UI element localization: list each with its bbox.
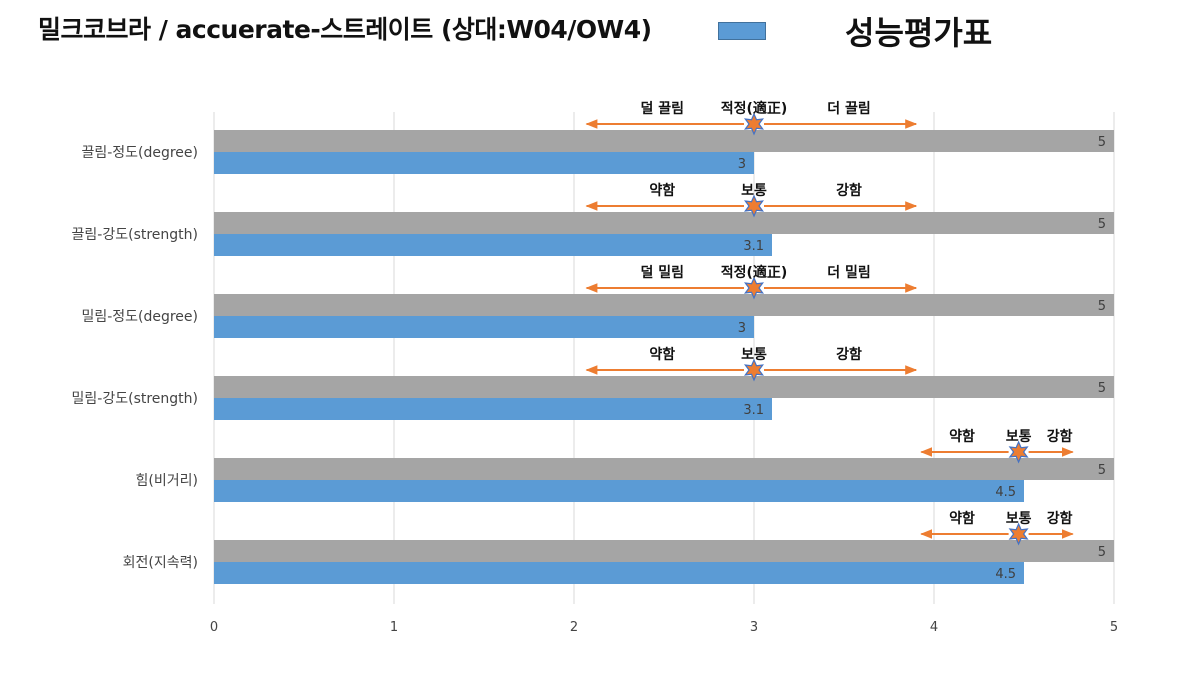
annotation-left-label: 덜 끌림 xyxy=(641,101,685,117)
x-tick-label: 2 xyxy=(570,620,578,635)
annotation-left-label: 약함 xyxy=(949,510,975,527)
annotation-right-label: 강함 xyxy=(836,182,862,199)
annotation-left-label: 덜 밀림 xyxy=(641,265,685,281)
bar-max-value: 5 xyxy=(1098,217,1106,232)
annotation-center-label: 적정(適正) xyxy=(721,264,788,281)
annotation-right-label: 강함 xyxy=(1047,428,1073,445)
annotation-right-label: 더 밀림 xyxy=(827,265,871,281)
legend-swatch xyxy=(718,22,766,40)
bar-score xyxy=(214,398,772,420)
bar-max-value: 5 xyxy=(1098,463,1106,478)
bar-max xyxy=(214,212,1114,234)
bar-score xyxy=(214,234,772,256)
chart-title: 밀크코브라 / accuerate-스트레이트 (상대:W04/OW4) xyxy=(38,15,652,44)
annotation-left-label: 약함 xyxy=(949,428,975,445)
star-marker xyxy=(1008,440,1029,464)
star-marker xyxy=(743,194,765,218)
star-marker xyxy=(743,112,765,136)
annotation-left-label: 약함 xyxy=(649,182,675,199)
category-label: 회전(지속력) xyxy=(123,555,198,571)
bar-max xyxy=(214,376,1114,398)
bar-max-value: 5 xyxy=(1098,135,1106,150)
bar-score-value: 4.5 xyxy=(995,485,1016,500)
bar-max xyxy=(214,130,1114,152)
x-tick-label: 0 xyxy=(210,620,218,635)
bar-score-value: 3.1 xyxy=(743,239,764,254)
annotation-center-label: 보통 xyxy=(1006,511,1032,527)
bar-max-value: 5 xyxy=(1098,545,1106,560)
x-tick-label: 1 xyxy=(390,620,398,635)
star-marker xyxy=(743,276,765,300)
annotation-right-label: 더 끌림 xyxy=(827,101,871,117)
bar-score xyxy=(214,562,1024,584)
annotation-center-label: 적정(適正) xyxy=(721,100,788,117)
bar-score xyxy=(214,480,1024,502)
x-tick-label: 3 xyxy=(750,620,758,635)
bar-score-value: 4.5 xyxy=(995,567,1016,582)
category-label: 밀림-강도(strength) xyxy=(72,391,198,407)
category-label: 끌림-강도(strength) xyxy=(72,227,198,243)
x-tick-label: 4 xyxy=(930,620,938,635)
bar-score xyxy=(214,316,754,338)
annotation-left-label: 약함 xyxy=(649,346,675,363)
bar-max xyxy=(214,294,1114,316)
annotation-right-label: 강함 xyxy=(836,346,862,363)
x-tick-label: 5 xyxy=(1110,620,1118,635)
annotation-center-label: 보통 xyxy=(741,183,767,199)
bar-score-value: 3.1 xyxy=(743,403,764,418)
legend-label: 성능평가표 xyxy=(845,14,993,52)
annotation-center-label: 보통 xyxy=(1006,429,1032,445)
annotation-right-label: 강함 xyxy=(1047,510,1073,527)
annotation-center-label: 보통 xyxy=(741,347,767,363)
bar-max xyxy=(214,458,1114,480)
bar-score-value: 3 xyxy=(738,157,746,172)
star-marker xyxy=(743,358,765,382)
bar-max-value: 5 xyxy=(1098,381,1106,396)
bar-score xyxy=(214,152,754,174)
category-label: 밀림-정도(degree) xyxy=(81,309,198,325)
bar-max xyxy=(214,540,1114,562)
bar-max-value: 5 xyxy=(1098,299,1106,314)
category-label: 끌림-정도(degree) xyxy=(81,145,198,161)
category-label: 힘(비거리) xyxy=(136,473,198,489)
bar-score-value: 3 xyxy=(738,321,746,336)
star-marker xyxy=(1008,522,1029,546)
